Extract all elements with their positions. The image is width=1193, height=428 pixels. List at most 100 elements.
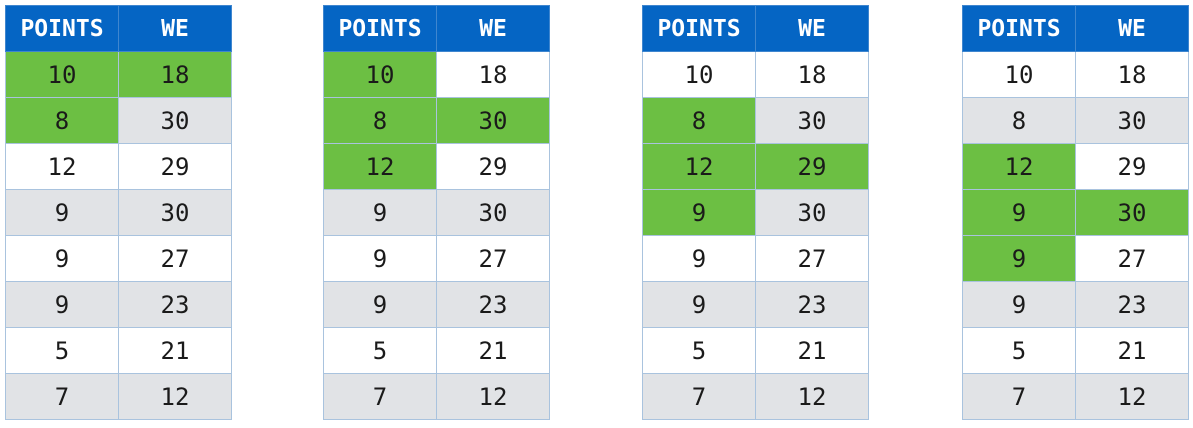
- we-cell: 30: [1075, 189, 1189, 236]
- we-cell: 30: [1075, 97, 1189, 144]
- we-cell: 12: [118, 373, 232, 420]
- points-cell: 12: [962, 143, 1076, 190]
- table-row: 9 23: [5, 281, 232, 328]
- we-cell: 23: [1075, 281, 1189, 328]
- table-row: 12 29: [642, 143, 869, 190]
- table-row: 12 29: [962, 143, 1189, 190]
- window-table-3: POINTS WE 10 18 8 30 12 29 9 30 9 27 9 23 5 21 7 12: [642, 5, 869, 420]
- header-row: POINTS WE: [642, 5, 869, 52]
- points-cell: 9: [642, 189, 756, 236]
- table-row: 10 18: [5, 51, 232, 98]
- points-cell: 9: [962, 281, 1076, 328]
- points-header: POINTS: [642, 5, 756, 52]
- points-cell: 5: [642, 327, 756, 374]
- points-cell: 9: [962, 235, 1076, 282]
- we-cell: 23: [436, 281, 550, 328]
- points-cell: 9: [642, 281, 756, 328]
- points-cell: 12: [5, 143, 119, 190]
- we-cell: 29: [755, 143, 869, 190]
- we-cell: 30: [118, 97, 232, 144]
- points-cell: 9: [323, 281, 437, 328]
- points-cell: 5: [5, 327, 119, 374]
- we-header: WE: [436, 5, 550, 52]
- we-cell: 12: [755, 373, 869, 420]
- we-cell: 30: [436, 189, 550, 236]
- points-header: POINTS: [962, 5, 1076, 52]
- we-cell: 21: [755, 327, 869, 374]
- table-row: 8 30: [642, 97, 869, 144]
- we-cell: 12: [1075, 373, 1189, 420]
- table-row: 9 30: [962, 189, 1189, 236]
- we-header: WE: [755, 5, 869, 52]
- table-row: 9 27: [642, 235, 869, 282]
- we-cell: 27: [436, 235, 550, 282]
- we-cell: 30: [755, 189, 869, 236]
- points-cell: 9: [323, 235, 437, 282]
- we-cell: 18: [118, 51, 232, 98]
- we-cell: 29: [436, 143, 550, 190]
- table-row: 7 12: [642, 373, 869, 420]
- points-cell: 9: [5, 235, 119, 282]
- we-cell: 12: [436, 373, 550, 420]
- window-table-1: POINTS WE 10 18 8 30 12 29 9 30 9 27 9 23 5 21 7 12: [5, 5, 232, 420]
- points-cell: 9: [642, 235, 756, 282]
- points-cell: 7: [323, 373, 437, 420]
- points-cell: 8: [642, 97, 756, 144]
- table-row: 8 30: [323, 97, 550, 144]
- points-cell: 7: [5, 373, 119, 420]
- table-row: 12 29: [5, 143, 232, 190]
- points-cell: 10: [962, 51, 1076, 98]
- window-table-2: POINTS WE 10 18 8 30 12 29 9 30 9 27 9 23 5 21 7 12: [323, 5, 550, 420]
- table-row: 9 30: [5, 189, 232, 236]
- we-cell: 27: [118, 235, 232, 282]
- points-cell: 12: [323, 143, 437, 190]
- we-cell: 29: [118, 143, 232, 190]
- points-cell: 9: [5, 281, 119, 328]
- we-cell: 23: [118, 281, 232, 328]
- we-cell: 21: [1075, 327, 1189, 374]
- points-cell: 5: [323, 327, 437, 374]
- header-row: POINTS WE: [323, 5, 550, 52]
- we-cell: 23: [755, 281, 869, 328]
- points-cell: 10: [323, 51, 437, 98]
- points-cell: 7: [962, 373, 1076, 420]
- table-row: 8 30: [5, 97, 232, 144]
- points-cell: 10: [5, 51, 119, 98]
- header-row: POINTS WE: [5, 5, 232, 52]
- points-cell: 8: [5, 97, 119, 144]
- we-cell: 21: [118, 327, 232, 374]
- points-cell: 10: [642, 51, 756, 98]
- points-cell: 9: [323, 189, 437, 236]
- table-row: 9 27: [962, 235, 1189, 282]
- table-row: 9 30: [642, 189, 869, 236]
- table-row: 9 23: [323, 281, 550, 328]
- points-cell: 5: [962, 327, 1076, 374]
- table-row: 7 12: [962, 373, 1189, 420]
- table-row: 7 12: [323, 373, 550, 420]
- table-row: 9 30: [323, 189, 550, 236]
- we-cell: 21: [436, 327, 550, 374]
- we-cell: 27: [1075, 235, 1189, 282]
- table-row: 10 18: [323, 51, 550, 98]
- we-cell: 30: [755, 97, 869, 144]
- we-header: WE: [1075, 5, 1189, 52]
- table-row: 5 21: [642, 327, 869, 374]
- table-row: 9 23: [962, 281, 1189, 328]
- table-row: 5 21: [323, 327, 550, 374]
- points-cell: 8: [962, 97, 1076, 144]
- header-row: POINTS WE: [962, 5, 1189, 52]
- table-row: 12 29: [323, 143, 550, 190]
- table-row: 10 18: [642, 51, 869, 98]
- window-table-4: POINTS WE 10 18 8 30 12 29 9 30 9 27 9 23 5 21 7 12: [962, 5, 1189, 420]
- table-row: 5 21: [5, 327, 232, 374]
- table-row: 9 23: [642, 281, 869, 328]
- we-cell: 18: [755, 51, 869, 98]
- points-cell: 9: [962, 189, 1076, 236]
- points-cell: 8: [323, 97, 437, 144]
- points-cell: 7: [642, 373, 756, 420]
- points-cell: 12: [642, 143, 756, 190]
- points-cell: 9: [5, 189, 119, 236]
- we-cell: 18: [1075, 51, 1189, 98]
- we-cell: 29: [1075, 143, 1189, 190]
- table-row: 9 27: [323, 235, 550, 282]
